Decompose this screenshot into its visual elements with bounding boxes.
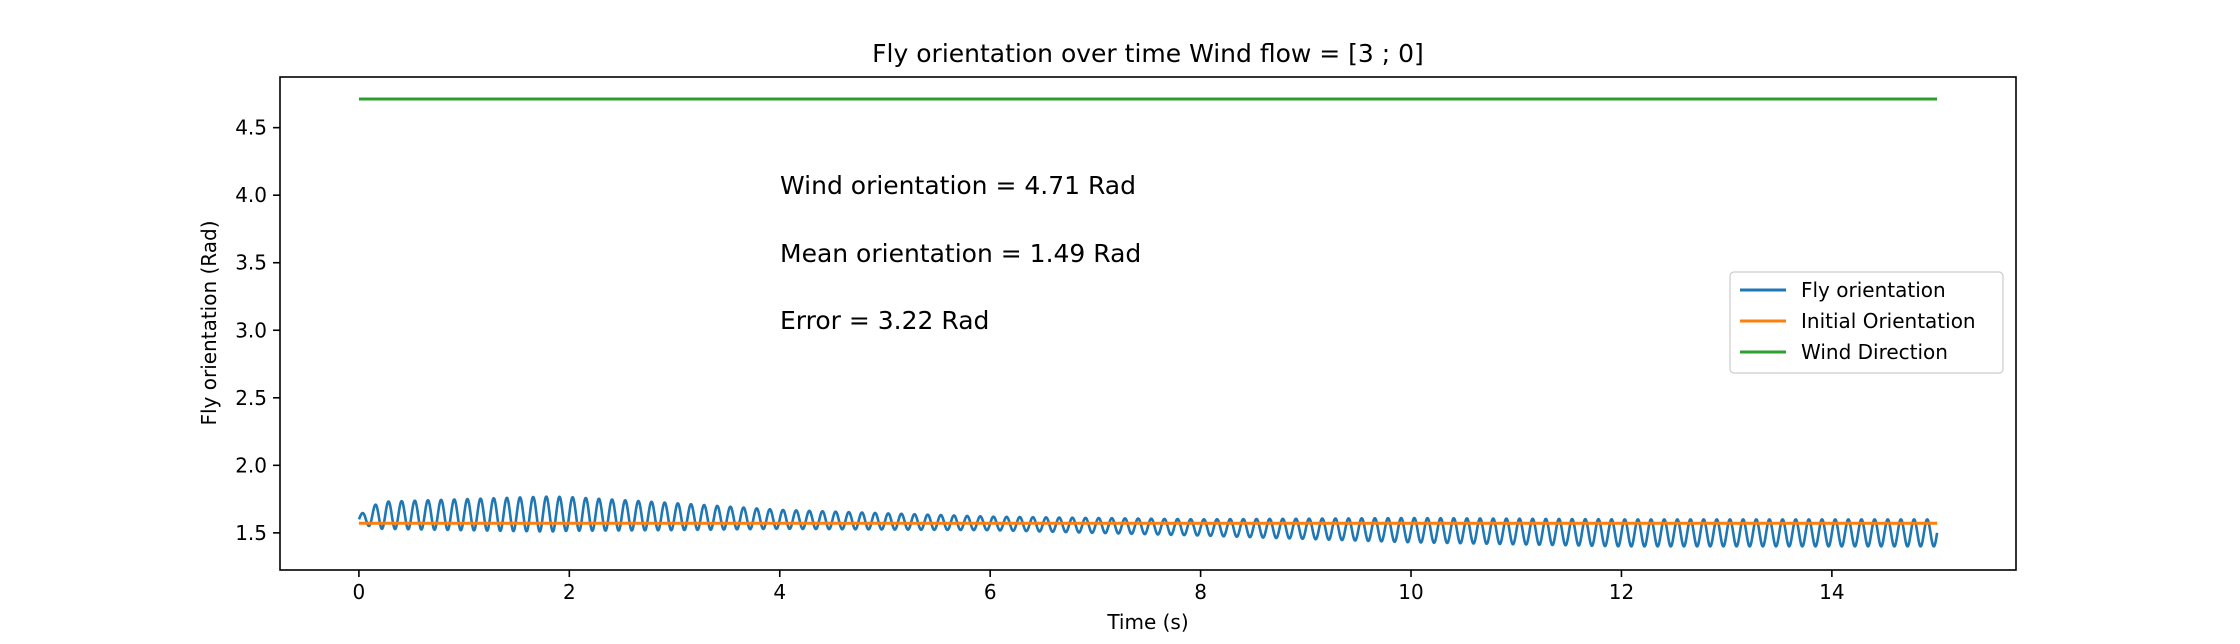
x-tick-label: 12: [1609, 580, 1634, 604]
y-tick-label: 1.5: [235, 521, 267, 545]
annotation-wind-orientation: Wind orientation = 4.71 Rad: [780, 171, 1136, 200]
x-tick-label: 4: [773, 580, 786, 604]
x-tick-label: 14: [1819, 580, 1844, 604]
y-tick-label: 2.5: [235, 386, 267, 410]
y-tick-label: 2.0: [235, 453, 267, 477]
y-tick-label: 3.0: [235, 318, 267, 342]
y-tick-label: 3.5: [235, 251, 267, 275]
annotation-error: Error = 3.22 Rad: [780, 306, 989, 335]
x-tick-label: 0: [353, 580, 366, 604]
legend-label-wind-direction: Wind Direction: [1801, 340, 1948, 364]
series-line-fly-orientation: [357, 495, 1939, 548]
legend: Fly orientation Initial Orientation Wind…: [1729, 271, 2004, 374]
legend-box: [1729, 271, 2004, 374]
x-tick-label: 10: [1398, 580, 1423, 604]
x-tick-label: 8: [1194, 580, 1207, 604]
legend-label-initial-orientation: Initial Orientation: [1801, 309, 1976, 333]
x-tick-label: 6: [984, 580, 997, 604]
y-axis-label: Fly orientation (Rad): [197, 220, 221, 425]
y-tick-label: 4.0: [235, 183, 267, 207]
x-axis-label: Time (s): [1106, 610, 1188, 634]
annotation-mean-orientation: Mean orientation = 1.49 Rad: [780, 239, 1141, 268]
x-tick-label: 2: [563, 580, 576, 604]
chart-title: Fly orientation over time Wind flow = [3…: [872, 39, 1424, 68]
plot-frame: [279, 76, 2017, 571]
legend-label-fly-orientation: Fly orientation: [1801, 278, 1946, 302]
y-tick-label: 4.5: [235, 116, 267, 140]
